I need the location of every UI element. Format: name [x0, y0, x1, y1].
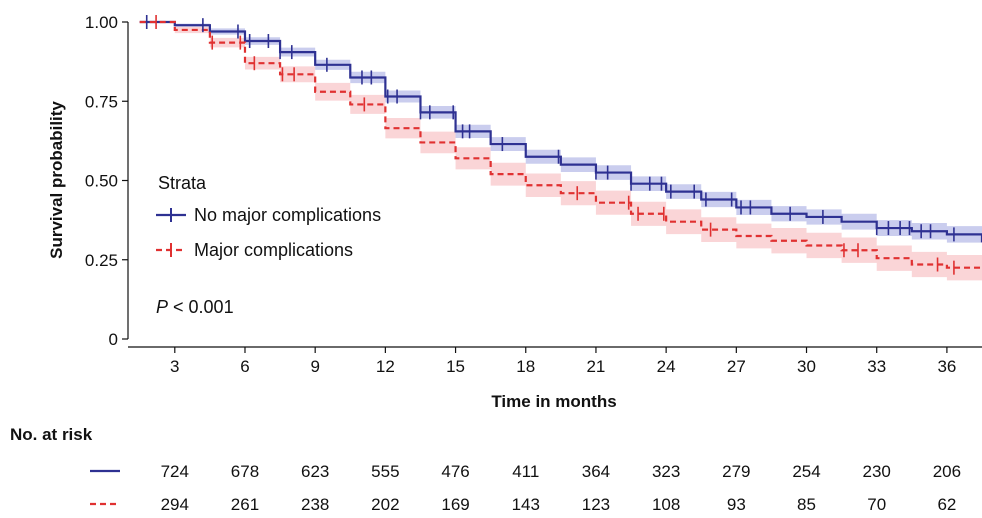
- y-tick-label: 1.00: [85, 13, 118, 32]
- risk-table: No. at risk 724 678 623 555 476 411 364 323 279 2…: [10, 425, 961, 514]
- risk-count: 323: [652, 462, 680, 481]
- risk-count: 411: [512, 462, 539, 481]
- y-tick-label: 0.75: [85, 92, 118, 111]
- x-tick-label: 21: [586, 357, 605, 376]
- x-tick-label: 6: [240, 357, 249, 376]
- risk-count: 123: [582, 495, 610, 514]
- risk-count: 261: [231, 495, 259, 514]
- risk-count: 678: [231, 462, 259, 481]
- risk-count: 70: [867, 495, 886, 514]
- risk-count: 555: [371, 462, 399, 481]
- x-tick-label: 15: [446, 357, 465, 376]
- p-text: < 0.001: [168, 297, 234, 317]
- risk-row: 724 678 623 555 476 411 364 323 279 254 230 206: [90, 462, 961, 481]
- y-ticks: 0 0.25 0.50 0.75 1.00: [85, 13, 128, 349]
- x-ticks: 3 6 9 12 15 18 21 24 27 30 33 36: [170, 347, 956, 376]
- risk-count: 85: [797, 495, 816, 514]
- risk-count: 294: [161, 495, 189, 514]
- x-tick-label: 3: [170, 357, 179, 376]
- p-value-annotation: P < 0.001: [156, 297, 234, 317]
- risk-count: 206: [933, 462, 961, 481]
- risk-count: 169: [441, 495, 469, 514]
- curve-major-complications: [139, 20, 982, 270]
- x-axis: 3 6 9 12 15 18 21 24 27 30 33 36: [128, 346, 982, 376]
- legend-label-no-major: No major complications: [194, 205, 381, 225]
- legend-title: Strata: [158, 173, 207, 193]
- risk-count: 93: [727, 495, 746, 514]
- risk-count: 62: [937, 495, 956, 514]
- risk-count: 230: [863, 462, 891, 481]
- risk-count: 476: [441, 462, 469, 481]
- ci-band-no-major-complications: [139, 22, 982, 251]
- risk-count: 364: [582, 462, 610, 481]
- risk-count: 279: [722, 462, 750, 481]
- risk-count: 238: [301, 495, 329, 514]
- y-tick-label: 0: [109, 330, 118, 349]
- legend-item-no-major: No major complications: [156, 205, 381, 225]
- x-tick-label: 18: [516, 357, 535, 376]
- risk-table-title: No. at risk: [10, 425, 93, 444]
- legend-label-major: Major complications: [194, 240, 353, 260]
- x-tick-label: 27: [727, 357, 746, 376]
- x-tick-label: 24: [657, 357, 676, 376]
- risk-count: 623: [301, 462, 329, 481]
- x-tick-label: 12: [376, 357, 395, 376]
- legend: Strata No major complications Major comp…: [156, 173, 381, 260]
- censor-marks-major: [155, 15, 955, 275]
- x-tick-label: 30: [797, 357, 816, 376]
- y-axis: 0 0.25 0.50 0.75 1.00: [85, 13, 129, 349]
- x-tick-label: 9: [310, 357, 319, 376]
- x-axis-title: Time in months: [491, 392, 616, 411]
- risk-count: 143: [512, 495, 540, 514]
- censor-marks-no-major: [145, 15, 955, 242]
- legend-item-major: Major complications: [156, 240, 353, 260]
- y-tick-label: 0.50: [85, 172, 118, 191]
- x-tick-label: 33: [867, 357, 886, 376]
- y-tick-label: 0.25: [85, 251, 118, 270]
- risk-count: 724: [161, 462, 189, 481]
- risk-count: 108: [652, 495, 680, 514]
- ci-band-major-complications: [139, 22, 982, 282]
- risk-count: 254: [792, 462, 820, 481]
- y-axis-title: Survival probability: [47, 101, 66, 259]
- x-tick-label: 36: [937, 357, 956, 376]
- risk-count: 202: [371, 495, 399, 514]
- ci-bands: [139, 22, 982, 282]
- risk-row: 294 261 238 202 169 143 123 108 93 85 70 62: [90, 495, 956, 514]
- p-symbol: P: [156, 297, 168, 317]
